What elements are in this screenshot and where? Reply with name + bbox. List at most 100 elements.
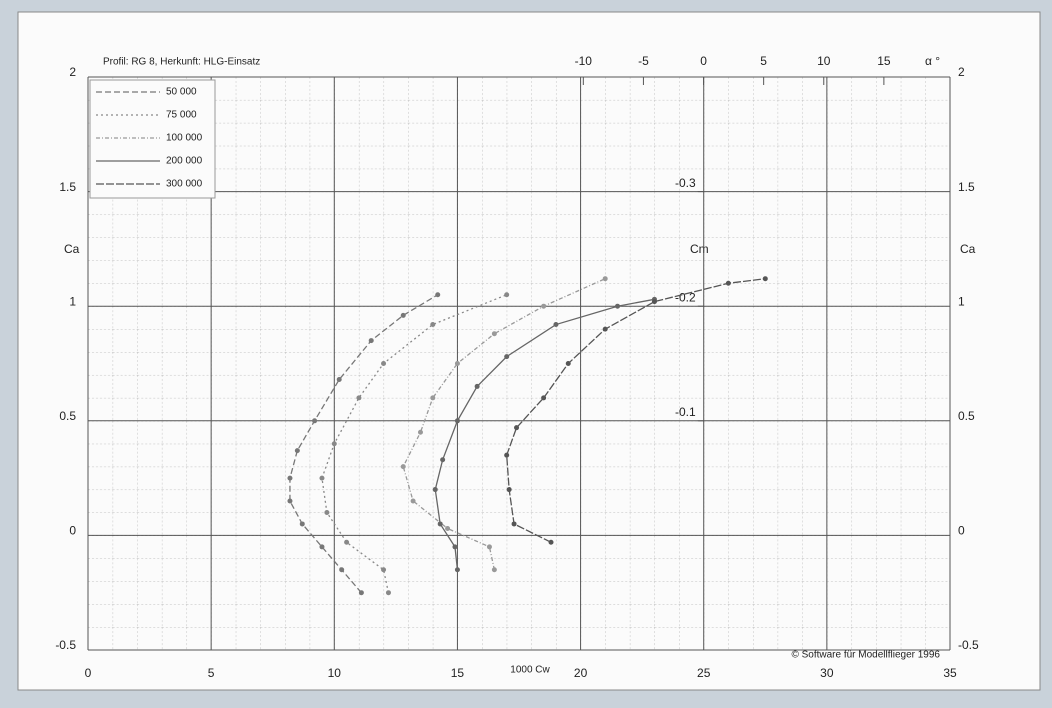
- chart-title: Profil: RG 8, Herkunft: HLG-Einsatz: [103, 57, 260, 68]
- y-tick-label: 1.5: [59, 180, 76, 194]
- polar-point: [602, 326, 608, 332]
- x2-tick-label: 15: [877, 54, 891, 68]
- polar-point: [504, 354, 510, 360]
- legend-label: 200 000: [166, 156, 203, 167]
- polar-point: [339, 567, 345, 573]
- x-tick-label: 35: [943, 666, 957, 680]
- y2-axis-label: Cm: [690, 242, 709, 256]
- x2-tick-label: -10: [575, 54, 593, 68]
- polar-point: [331, 441, 337, 447]
- polar-point: [511, 521, 517, 527]
- polar-line: [321, 294, 507, 593]
- polar-point: [474, 383, 480, 389]
- polar-point: [324, 509, 330, 515]
- polar-point: [541, 303, 547, 309]
- legend-label: 75 000: [166, 110, 197, 121]
- polar-point: [548, 539, 554, 545]
- polar-point: [514, 425, 520, 431]
- x-tick-label: 10: [328, 666, 342, 680]
- x2-tick-label: 10: [817, 54, 831, 68]
- polar-point: [432, 487, 438, 493]
- polar-point: [430, 322, 436, 328]
- polar-point: [287, 475, 293, 481]
- polar-point: [454, 361, 460, 366]
- polar-point: [381, 567, 387, 573]
- polar-point: [381, 361, 387, 366]
- y2-tick-label: -0.3: [675, 176, 696, 190]
- polar-point: [651, 299, 657, 305]
- polar-point: [504, 292, 510, 298]
- polar-point: [541, 395, 547, 401]
- polar-point: [430, 395, 436, 401]
- polar-point: [319, 475, 325, 481]
- polar-point: [417, 429, 423, 435]
- y-tick-label: 0.5: [59, 409, 76, 423]
- y-axis-label-right: Ca: [960, 242, 976, 256]
- x-tick-label: 30: [820, 666, 834, 680]
- polar-point: [506, 487, 512, 493]
- polar-point: [615, 303, 621, 309]
- polar-point: [312, 418, 318, 424]
- legend-box: [89, 79, 216, 199]
- polar-point: [356, 395, 362, 401]
- polar-point: [287, 498, 293, 504]
- y-tick-label-right: 1.5: [958, 180, 975, 194]
- y-tick-label-right: 1: [958, 294, 965, 308]
- polar-point: [299, 521, 305, 527]
- y-tick-label-right: 2: [958, 65, 965, 79]
- polar-point: [440, 457, 446, 463]
- y-axis-label: Ca: [64, 242, 80, 256]
- y-tick-label: -0.5: [55, 638, 76, 652]
- x-tick-label: 20: [574, 666, 588, 680]
- polar-point: [410, 498, 416, 504]
- x2-tick-label: 5: [760, 54, 767, 68]
- polar-point: [491, 567, 497, 573]
- legend-label: 100 000: [166, 133, 203, 144]
- legend-label: 300 000: [166, 179, 203, 190]
- polar-point: [553, 322, 559, 328]
- polar-point: [504, 452, 510, 458]
- y-tick-label-right: -0.5: [958, 638, 979, 652]
- x-tick-label: 15: [451, 666, 465, 680]
- polar-line: [506, 278, 766, 543]
- footnote: © Software für Modellflieger 1996: [791, 650, 940, 661]
- y-tick-label-right: 0.5: [958, 409, 975, 423]
- polar-point: [358, 590, 364, 596]
- x-tick-label: 25: [697, 666, 711, 680]
- polar-point: [344, 539, 350, 545]
- x-tick-label: 5: [208, 666, 215, 680]
- polar-point: [486, 544, 492, 550]
- x2-tick-label: -5: [638, 54, 649, 68]
- x-tick-label: 0: [85, 666, 92, 680]
- polar-point: [400, 312, 406, 318]
- legend-label: 50 000: [166, 87, 197, 98]
- polar-point: [565, 361, 571, 366]
- polar-point: [294, 448, 300, 454]
- x-axis-label: 1000 Cw: [510, 665, 550, 676]
- polar-point: [435, 292, 441, 298]
- y-tick-label-right: 0: [958, 524, 965, 538]
- polar-point: [454, 567, 460, 573]
- polar-point: [319, 544, 325, 550]
- minor-grid: [88, 77, 950, 650]
- polar-point: [437, 521, 443, 527]
- x2-axis-label: α °: [925, 54, 940, 68]
- polar-point: [336, 377, 342, 383]
- polar-point: [445, 526, 451, 532]
- polar-point: [368, 338, 374, 344]
- y-tick-label: 1: [69, 294, 76, 308]
- polar-point: [452, 544, 458, 550]
- y2-tick-label: -0.1: [675, 405, 696, 419]
- polar-point: [725, 280, 731, 286]
- y-tick-label: 2: [69, 65, 76, 79]
- polar-point: [400, 464, 406, 470]
- polar-point: [602, 276, 608, 282]
- polar-point: [762, 276, 768, 282]
- y2-tick-label: -0.2: [675, 290, 696, 304]
- polar-point: [454, 418, 460, 424]
- polar-line: [289, 294, 439, 594]
- x2-tick-label: 0: [700, 54, 707, 68]
- polar-point: [491, 331, 497, 337]
